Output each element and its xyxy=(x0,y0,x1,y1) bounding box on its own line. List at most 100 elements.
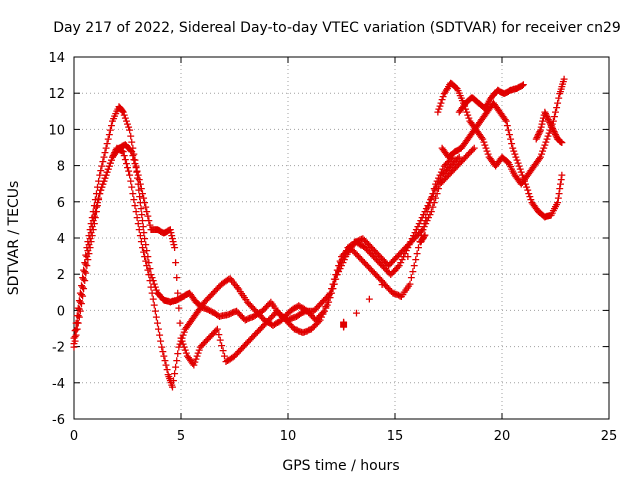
data-point: + xyxy=(557,80,566,93)
data-point: + xyxy=(437,169,446,182)
data-point: + xyxy=(328,277,337,290)
data-point: + xyxy=(471,122,480,135)
data-point: + xyxy=(478,111,487,124)
data-point: + xyxy=(454,158,463,171)
data-point: + xyxy=(500,87,509,100)
data-point: + xyxy=(406,235,415,248)
data-point: + xyxy=(554,133,563,146)
data-point: + xyxy=(437,93,446,106)
data-point: + xyxy=(431,178,440,191)
data-point: + xyxy=(548,117,557,130)
data-point: + xyxy=(385,267,394,280)
data-point: + xyxy=(339,319,348,332)
data-point: + xyxy=(510,82,519,95)
data-point: + xyxy=(354,250,363,263)
data-point: + xyxy=(201,294,210,307)
data-point: + xyxy=(320,304,329,317)
data-point: + xyxy=(158,345,167,358)
data-point: + xyxy=(128,149,137,162)
data-point: + xyxy=(427,191,436,204)
data-point: + xyxy=(95,187,104,200)
data-point: + xyxy=(119,105,128,118)
data-point: + xyxy=(286,304,295,317)
data-point: + xyxy=(405,238,414,251)
series-track-2: ++++++++++++++++++++++++++++++++++++++++… xyxy=(69,142,457,394)
data-point: + xyxy=(381,256,390,269)
data-point: + xyxy=(370,252,379,265)
data-point: + xyxy=(182,288,191,301)
data-point: + xyxy=(432,181,441,194)
data-point: + xyxy=(149,223,158,236)
data-point: + xyxy=(145,274,154,287)
data-point: + xyxy=(131,161,140,174)
data-point: + xyxy=(169,235,178,248)
data-point: + xyxy=(538,208,547,221)
data-point: + xyxy=(403,250,412,263)
data-point: + xyxy=(297,301,306,314)
data-point: + xyxy=(266,317,275,330)
data-point: + xyxy=(324,291,333,304)
data-point: + xyxy=(432,175,441,188)
data-point: + xyxy=(168,295,177,308)
data-point: + xyxy=(216,279,225,292)
data-point: + xyxy=(83,235,92,248)
data-point: + xyxy=(420,228,429,241)
data-point: + xyxy=(488,155,497,168)
data-point: + xyxy=(201,302,210,315)
data-point: + xyxy=(448,164,457,177)
data-point: + xyxy=(161,294,170,307)
data-point: + xyxy=(512,82,521,95)
data-point: + xyxy=(467,117,476,130)
data-point: + xyxy=(383,258,392,271)
data-point: + xyxy=(438,163,447,176)
data-point: + xyxy=(187,356,196,369)
data-point: + xyxy=(113,142,122,155)
data-point: + xyxy=(541,135,550,148)
data-point: + xyxy=(122,157,131,170)
data-point: + xyxy=(298,326,307,339)
data-point: + xyxy=(293,309,302,322)
data-point: + xyxy=(551,200,560,213)
data-point: + xyxy=(233,281,242,294)
data-point: + xyxy=(224,353,233,366)
data-point: + xyxy=(348,238,357,251)
data-point: + xyxy=(519,172,528,185)
data-point: + xyxy=(554,191,563,204)
series-track-6: ++++++++++++++++++++++++++++++++++++++++… xyxy=(455,78,528,118)
data-point: + xyxy=(73,316,82,329)
data-point: + xyxy=(183,288,192,301)
data-point: + xyxy=(185,286,194,299)
data-point: + xyxy=(517,166,526,179)
data-point: + xyxy=(216,333,225,346)
data-point: + xyxy=(369,250,378,263)
data-point: + xyxy=(460,152,469,165)
data-point: + xyxy=(518,176,527,189)
data-point: + xyxy=(165,372,174,385)
data-point: + xyxy=(108,151,117,164)
data-point: + xyxy=(473,119,482,132)
data-point: + xyxy=(172,271,181,284)
data-point: + xyxy=(504,85,513,98)
data-point: + xyxy=(304,306,313,319)
data-point: + xyxy=(327,286,336,299)
data-point: + xyxy=(487,91,496,104)
data-point: + xyxy=(443,163,452,176)
data-point: + xyxy=(557,173,566,186)
data-point: + xyxy=(99,175,108,188)
data-point: + xyxy=(447,152,456,165)
data-point: + xyxy=(343,244,352,257)
data-point: + xyxy=(343,248,352,261)
data-point: + xyxy=(199,301,208,314)
data-point: + xyxy=(470,142,479,155)
data-point: + xyxy=(143,209,152,222)
data-point: + xyxy=(295,308,304,321)
data-point: + xyxy=(311,318,320,331)
data-point: + xyxy=(106,157,115,170)
data-point: + xyxy=(177,291,186,304)
data-point: + xyxy=(420,220,429,233)
data-point: + xyxy=(331,273,340,286)
data-point: + xyxy=(291,323,300,336)
data-point: + xyxy=(206,330,215,343)
data-point: + xyxy=(296,300,305,313)
data-point: + xyxy=(164,295,173,308)
